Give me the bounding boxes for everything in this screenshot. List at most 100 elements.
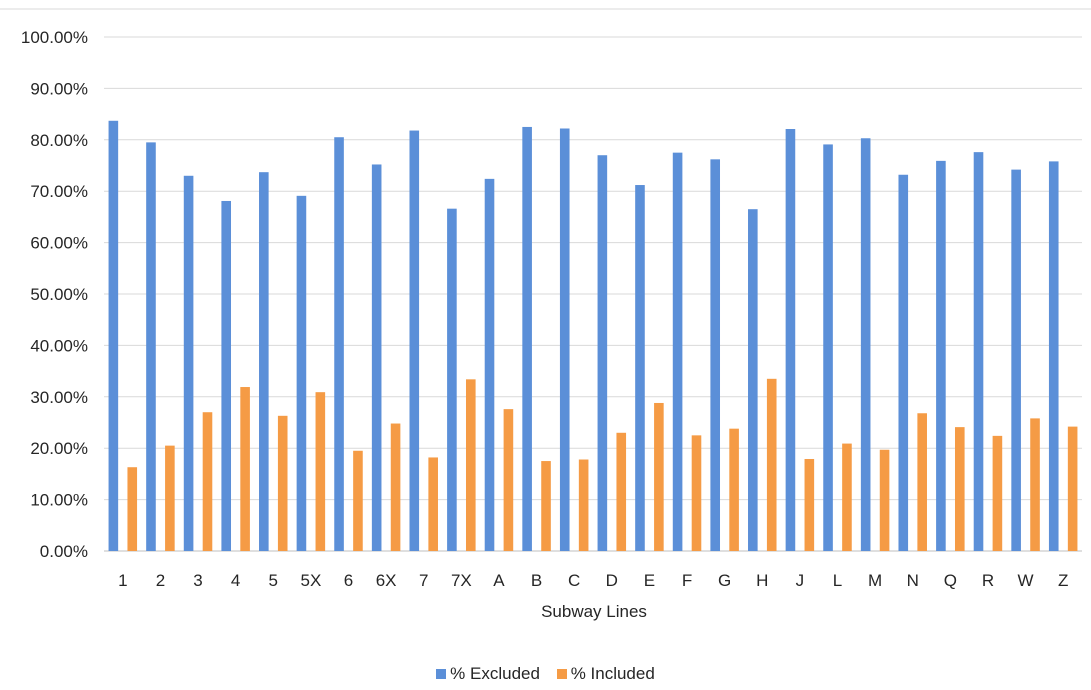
x-tick-label: L [833,571,842,590]
bar-excluded-3 [183,175,194,551]
x-tick-label: 7 [419,571,428,590]
bar-excluded-e [635,185,645,552]
bar-excluded-z [1048,161,1059,551]
bar-included-m [879,449,890,551]
x-tick-label: 2 [156,571,165,590]
bar-excluded-c [559,128,570,551]
bar-included-2 [165,445,175,551]
bar-included-e [654,402,664,551]
bar-excluded-j [785,129,796,552]
bar-excluded-2 [146,142,156,551]
x-tick-label: D [606,571,618,590]
bar-excluded-h [748,209,758,551]
legend-item-excluded: % Excluded [436,664,540,684]
x-axis-ticks: 1 2 3 4 5 5X 6 6X 7 7X A B C D E F G H J L M N Q R W Z [118,571,1068,590]
bar-included-6 [353,450,363,551]
y-axis-ticks: 0.00% 10.00% 20.00% 30.00% 40.00% 50.00% 60.00… [21,28,88,561]
bar-excluded-l [823,144,833,551]
bar-included-j [804,458,815,551]
y-tick-label: 50.00% [30,285,88,304]
bar-included-r [992,435,1003,551]
bar-excluded-7 [409,130,420,551]
x-tick-label: Z [1058,571,1068,590]
bar-excluded-q [936,160,946,551]
bar-excluded-6x [371,164,382,552]
x-tick-label: 6X [376,571,397,590]
y-tick-label: 20.00% [30,439,88,458]
bar-included-6x [390,423,401,551]
bar-included-w [1030,418,1040,551]
x-tick-label: F [682,571,692,590]
bar-excluded-d [597,155,608,551]
x-tick-label: M [868,571,882,590]
y-tick-label: 70.00% [30,182,88,201]
y-tick-label: 40.00% [30,336,88,355]
legend-swatch-included [556,669,567,679]
legend-label-included: % Included [570,664,655,683]
y-tick-label: 100.00% [21,28,88,47]
x-tick-label: 1 [118,571,127,590]
x-tick-label: 3 [193,571,202,590]
bar-included-h [766,378,777,551]
bar-excluded-m [860,138,871,551]
x-tick-label: C [568,571,580,590]
bar-excluded-r [973,152,984,552]
bar-included-5 [277,415,288,551]
x-tick-label: Q [944,571,957,590]
bar-included-7x [465,379,476,551]
bar-excluded-b [522,126,532,551]
legend-label-excluded: % Excluded [450,664,540,683]
bar-excluded-a [484,178,495,551]
bar-excluded-4 [221,200,232,551]
y-tick-label: 30.00% [30,388,88,407]
x-tick-label: W [1018,571,1034,590]
bar-included-q [954,427,965,551]
x-tick-label: 6 [344,571,353,590]
bar-included-a [503,409,514,551]
x-tick-label: E [644,571,655,590]
x-axis-title: Subway Lines [541,602,647,621]
x-tick-label: G [718,571,731,590]
bar-included-d [616,432,627,551]
bar-excluded-1 [108,120,119,552]
y-tick-label: 90.00% [30,79,88,98]
x-tick-label: H [756,571,768,590]
bar-included-f [691,435,702,551]
bar-excluded-6 [334,137,344,552]
x-tick-label: A [493,571,505,590]
x-tick-label: 5X [300,571,321,590]
bar-excluded-g [710,159,721,551]
y-tick-label: 0.00% [40,542,88,561]
gridlines [104,36,1082,552]
bar-excluded-7x [447,208,457,551]
bar-excluded-f [672,152,683,551]
y-tick-label: 60.00% [30,234,88,253]
bar-excluded-n [898,174,909,551]
x-tick-label: J [796,571,805,590]
bar-excluded-5 [259,172,269,551]
bar-included-z [1067,426,1078,551]
bar-included-n [917,413,927,551]
x-tick-label: 5 [269,571,278,590]
bar-included-4 [240,387,250,551]
x-tick-label: 4 [231,571,240,590]
legend-item-included: % Included [556,664,655,684]
legend-swatch-excluded [436,669,447,679]
bar-included-b [541,461,551,551]
legend: % Excluded % Included [0,664,1091,684]
bar-included-l [842,443,852,551]
x-tick-label: R [982,571,994,590]
bar-included-1 [127,467,138,551]
bars [108,120,1078,552]
bar-included-5x [315,392,326,551]
bar-excluded-w [1011,169,1021,551]
bar-excluded-5x [296,195,307,552]
y-tick-label: 10.00% [30,491,88,510]
bar-included-g [729,428,739,551]
x-tick-label: B [531,571,542,590]
bar-included-7 [428,457,438,551]
x-tick-label: N [907,571,919,590]
x-tick-label: 7X [451,571,472,590]
